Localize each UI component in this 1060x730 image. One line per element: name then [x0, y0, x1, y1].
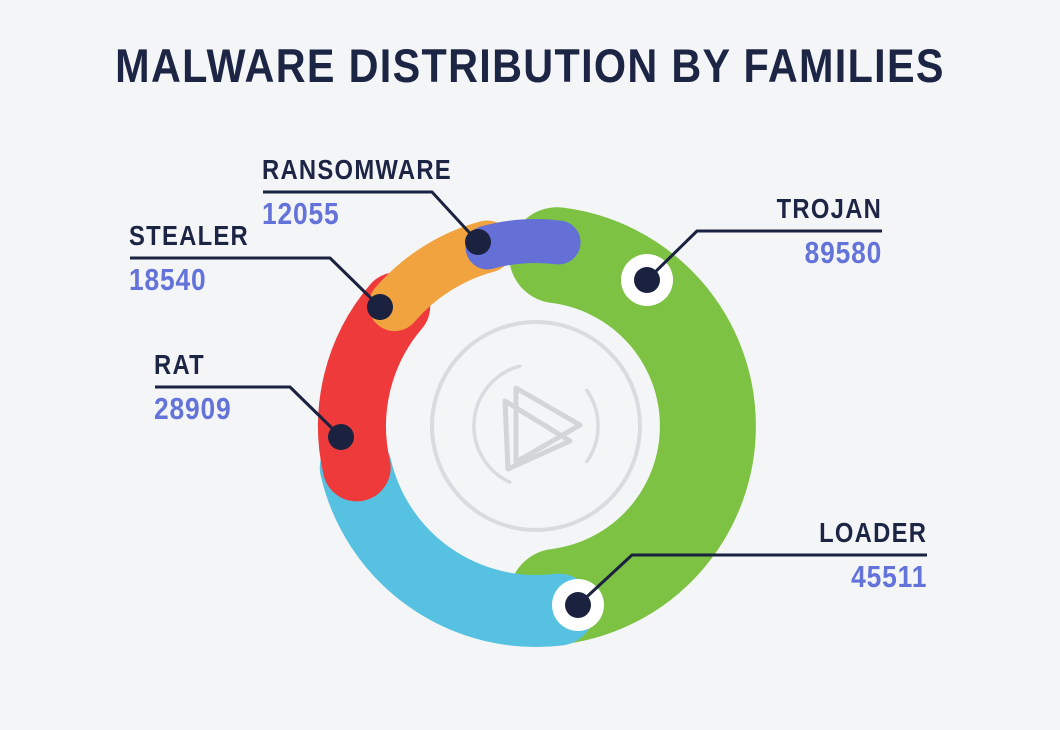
- ransomware-label: RANSOMWARE: [262, 154, 452, 185]
- ransomware-marker-dot: [465, 229, 491, 255]
- stealer-value: 18540: [129, 261, 207, 297]
- stealer-label: STEALER: [129, 220, 250, 251]
- trojan-marker-dot: [634, 267, 660, 293]
- trojan-value: 89580: [804, 234, 882, 270]
- loader-leader-line: [576, 553, 927, 607]
- watermark-outer-circle-icon: [430, 320, 642, 532]
- ransomware-value: 12055: [262, 195, 340, 231]
- segment-loader: [319, 431, 595, 647]
- rat-value: 28909: [154, 390, 232, 426]
- callout-trojan: TROJAN 89580: [758, 193, 882, 270]
- watermark-right-arc-icon: [585, 388, 600, 464]
- trojan-label: TROJAN: [776, 193, 882, 224]
- callout-rat: RAT 28909: [154, 349, 245, 426]
- loader-value: 45511: [850, 558, 927, 594]
- page-title: MALWARE DISTRIBUTION BY FAMILIES: [115, 39, 945, 92]
- rat-marker-dot: [328, 424, 354, 450]
- loader-marker-dot: [565, 592, 591, 618]
- trojan-leader-line: [645, 229, 882, 282]
- ransomware-leader-line: [263, 190, 480, 244]
- rat-leader-line: [155, 385, 343, 439]
- callout-ransomware: RANSOMWARE 12055: [262, 154, 485, 231]
- watermark-left-arc-icon: [472, 364, 522, 484]
- watermark-play-triangle2-icon: [502, 398, 573, 472]
- stealer-leader-line: [130, 256, 382, 309]
- callout-loader: LOADER 45511: [800, 517, 927, 594]
- loader-label: LOADER: [818, 517, 927, 548]
- leader-lines: [130, 190, 927, 607]
- callout-stealer: STEALER 18540: [129, 220, 270, 297]
- rat-label: RAT: [154, 349, 205, 380]
- stealer-marker-dot: [367, 294, 393, 320]
- watermark-play-triangle-icon: [513, 385, 583, 465]
- watermark-play-logo: [430, 320, 642, 532]
- segment-ransomware: [465, 219, 581, 270]
- marker-dots: [328, 229, 660, 618]
